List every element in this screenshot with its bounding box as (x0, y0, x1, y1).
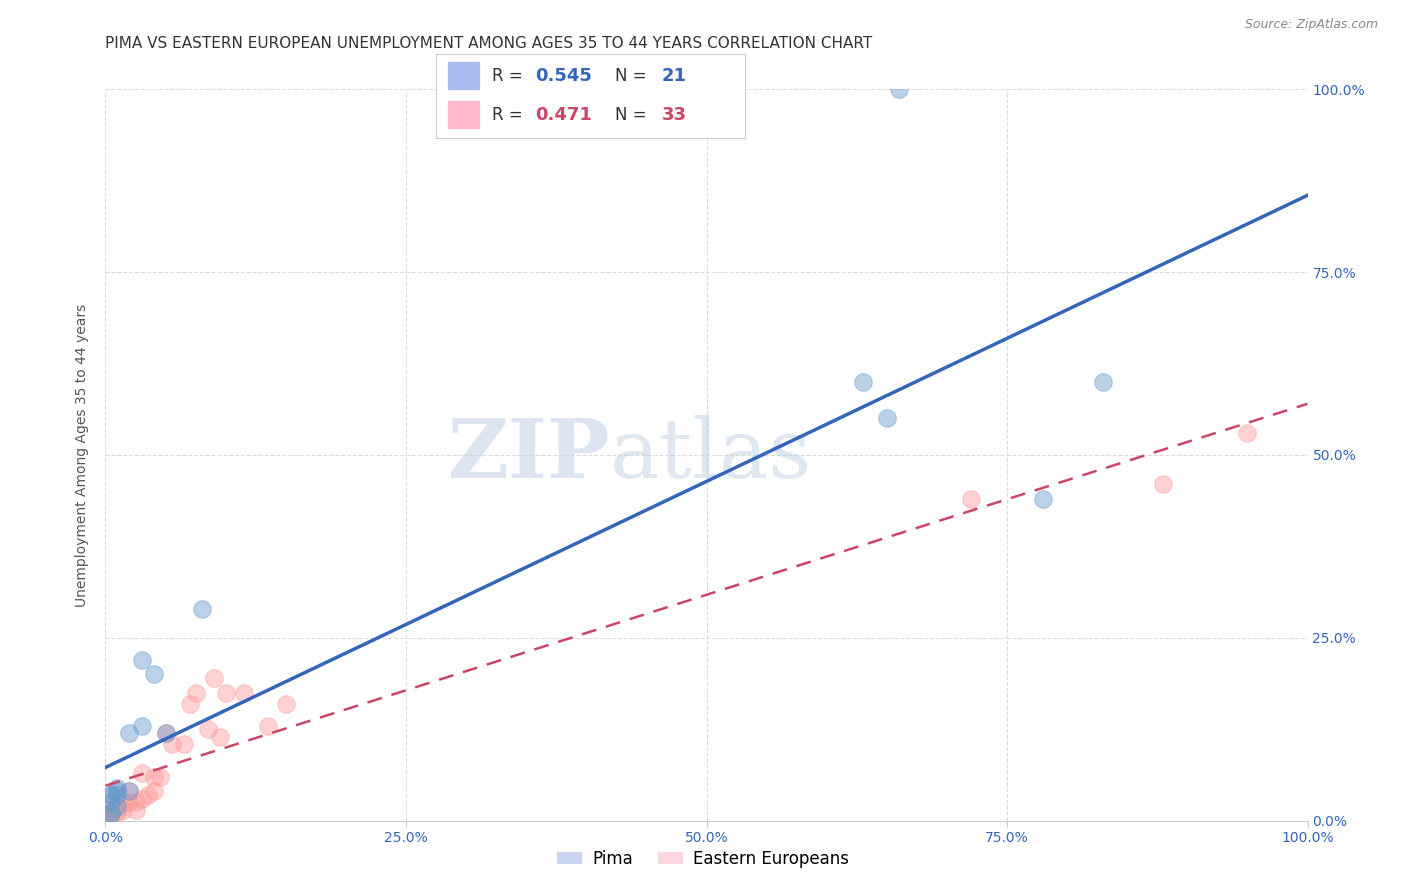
Point (118, 726, 141, 740)
Point (155, 726, 177, 740)
Point (100, 806, 122, 821)
Point (887, 82, 910, 96)
Point (107, 803, 129, 817)
Text: ZIP: ZIP (447, 415, 610, 495)
Y-axis label: Unemployment Among Ages 35 to 44 years: Unemployment Among Ages 35 to 44 years (76, 303, 90, 607)
Text: atlas: atlas (610, 415, 813, 495)
Point (118, 784, 141, 798)
Text: 21: 21 (662, 67, 686, 85)
Point (190, 601, 212, 615)
Point (107, 784, 129, 798)
Point (124, 796, 146, 810)
Point (155, 726, 177, 740)
Point (1032, 491, 1054, 506)
Point (107, 780, 129, 795)
Bar (449, 101, 479, 128)
Point (1152, 477, 1174, 491)
Text: Source: ZipAtlas.com: Source: ZipAtlas.com (1244, 18, 1378, 31)
Point (1092, 375, 1115, 389)
Point (876, 411, 898, 425)
Text: 0.545: 0.545 (534, 67, 592, 85)
Point (197, 723, 219, 737)
Point (118, 796, 141, 810)
Point (160, 737, 183, 751)
Point (256, 718, 278, 732)
Point (214, 686, 236, 700)
Text: 0.471: 0.471 (534, 105, 592, 123)
Point (208, 730, 231, 744)
Legend: Pima, Eastern Europeans: Pima, Eastern Europeans (551, 844, 855, 875)
Point (124, 803, 146, 817)
Text: R =: R = (492, 105, 527, 123)
Point (173, 737, 195, 751)
Text: 33: 33 (662, 105, 686, 123)
Point (107, 788, 129, 802)
Point (107, 799, 129, 814)
Point (960, 491, 983, 506)
Point (118, 784, 141, 798)
Point (148, 770, 170, 784)
Text: R =: R = (492, 67, 527, 85)
Point (131, 718, 153, 732)
Text: N =: N = (616, 105, 652, 123)
Point (100, 803, 122, 817)
Point (100, 796, 122, 810)
Point (232, 686, 254, 700)
Point (142, 770, 165, 784)
Point (112, 796, 135, 810)
Point (100, 806, 122, 821)
Bar (449, 62, 479, 89)
Point (136, 788, 159, 802)
Point (100, 806, 122, 821)
Point (100, 806, 122, 821)
Point (852, 375, 875, 389)
Point (107, 806, 129, 821)
Text: PIMA VS EASTERN EUROPEAN UNEMPLOYMENT AMONG AGES 35 TO 44 YEARS CORRELATION CHAR: PIMA VS EASTERN EUROPEAN UNEMPLOYMENT AM… (105, 36, 873, 51)
Text: N =: N = (616, 67, 652, 85)
Point (131, 653, 153, 667)
Point (142, 667, 165, 681)
Point (1236, 425, 1258, 440)
Point (131, 766, 153, 780)
Point (184, 686, 207, 700)
Point (202, 671, 225, 685)
Point (100, 788, 122, 802)
Point (179, 697, 201, 711)
Point (100, 810, 122, 824)
Point (112, 803, 135, 817)
Point (274, 697, 297, 711)
Point (131, 791, 153, 805)
Point (142, 784, 165, 798)
Point (100, 788, 122, 802)
